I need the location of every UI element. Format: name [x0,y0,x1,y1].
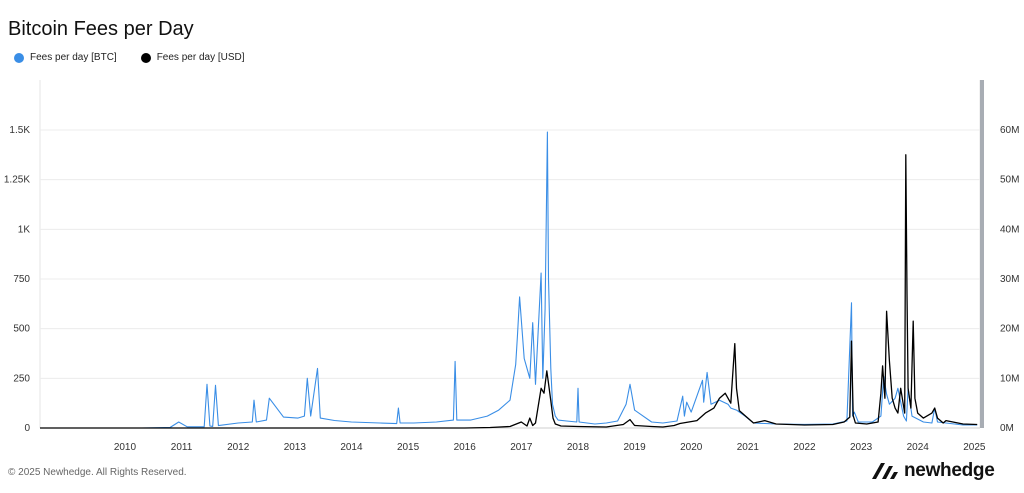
chart-legend: Fees per day [BTC] Fees per day [USD] [14,52,245,63]
grid-lines [39,80,981,429]
x-tick-label: 2011 [171,442,193,453]
right-tick-label: 30M [1000,274,1019,285]
left-tick-label: 0 [24,423,30,434]
legend-marker-usd [140,52,151,63]
brand-name: newhedge [904,460,995,481]
scroll-handle[interactable] [980,80,984,428]
right-tick-label: 60M [1000,125,1019,136]
x-tick-label: 2010 [114,442,137,453]
left-tick-label: 750 [13,274,30,285]
right-tick-label: 10M [1000,373,1019,384]
right-tick-label: 0M [1000,423,1014,434]
x-tick-label: 2018 [567,442,590,453]
legend-label-btc: Fees per day [BTC] [30,52,117,63]
x-tick-label: 2022 [793,442,816,453]
left-tick-label: 500 [13,324,30,335]
x-tick-label: 2021 [737,442,760,453]
chart-title: Bitcoin Fees per Day [8,18,194,40]
x-tick-label: 2016 [454,442,477,453]
newhedge-logo[interactable]: newhedge [872,460,995,482]
left-y-axis: 0 250 500 750 1K 1.25K 1.5K [4,125,31,434]
x-tick-label: 2024 [907,442,930,453]
x-tick-label: 2019 [623,442,646,453]
left-tick-label: 1.5K [9,125,30,136]
x-tick-label: 2015 [397,442,420,453]
legend-label-usd: Fees per day [USD] [156,52,245,63]
series-line-btc[interactable] [40,131,978,429]
series-layer [40,131,978,429]
right-y-axis: 0M 10M 20M 30M 40M 50M 60M [1000,125,1019,434]
left-tick-label: 250 [13,373,30,384]
newhedge-logo-icon [872,463,898,479]
x-axis: 2010 2011 2012 2013 2014 2015 2016 2017 2018 2019… [114,442,986,453]
legend-item-usd[interactable]: Fees per day [USD] [140,52,245,63]
left-tick-label: 1K [18,224,31,235]
right-tick-label: 20M [1000,324,1019,335]
x-tick-label: 2020 [680,442,703,453]
right-tick-label: 50M [1000,175,1019,186]
right-tick-label: 40M [1000,224,1019,235]
x-tick-label: 2017 [510,442,533,453]
legend-item-btc[interactable]: Fees per day [BTC] [14,52,117,63]
x-tick-label: 2023 [850,442,873,453]
x-tick-label: 2014 [340,442,363,453]
x-tick-label: 2012 [227,442,250,453]
series-line-usd[interactable] [40,154,978,429]
x-tick-label: 2025 [963,442,986,453]
left-tick-label: 1.25K [4,175,30,186]
copyright-text: © 2025 Newhedge. All Rights Reserved. [8,467,187,478]
x-tick-label: 2013 [284,442,307,453]
legend-marker-btc [14,52,24,63]
